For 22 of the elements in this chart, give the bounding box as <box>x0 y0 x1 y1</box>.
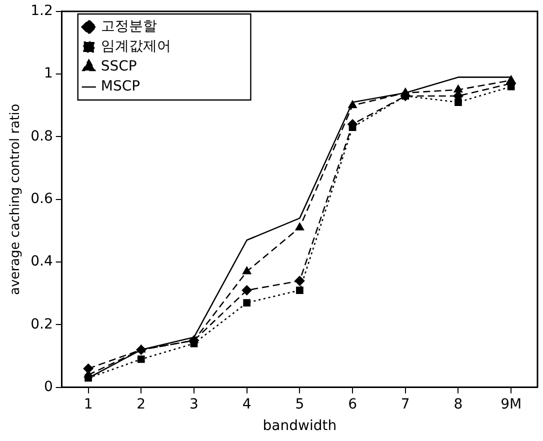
x-tick-label: 6 <box>348 396 358 412</box>
y-tick-label: 0.4 <box>30 254 53 270</box>
y-tick-label: 1.2 <box>30 3 53 20</box>
y-tick-label: 0.8 <box>30 128 53 144</box>
x-tick-label: 4 <box>242 396 252 412</box>
legend-label: SSCP <box>100 58 137 75</box>
y-tick-label: 0.6 <box>30 191 53 208</box>
x-tick-label: 2 <box>136 396 146 412</box>
x-axis-title: bandwidth <box>262 418 337 434</box>
x-tick-label: 7 <box>400 396 410 412</box>
y-tick-label: 0.2 <box>30 316 53 332</box>
y-axis-title: average caching control ratio <box>8 104 24 296</box>
legend-label: 임계값제어 <box>100 38 171 55</box>
x-tick-label: 3 <box>190 396 198 412</box>
x-tick-label: 5 <box>295 396 304 412</box>
x-tick-label: 9M <box>500 396 522 412</box>
y-tick-label: 1 <box>44 66 53 82</box>
legend-label: MSCP <box>100 78 140 95</box>
x-tick-label: 1 <box>84 396 93 412</box>
x-tick-label: 8 <box>454 396 463 412</box>
y-tick-label: 0 <box>44 379 53 396</box>
legend-label: 고정분할 <box>100 18 157 35</box>
